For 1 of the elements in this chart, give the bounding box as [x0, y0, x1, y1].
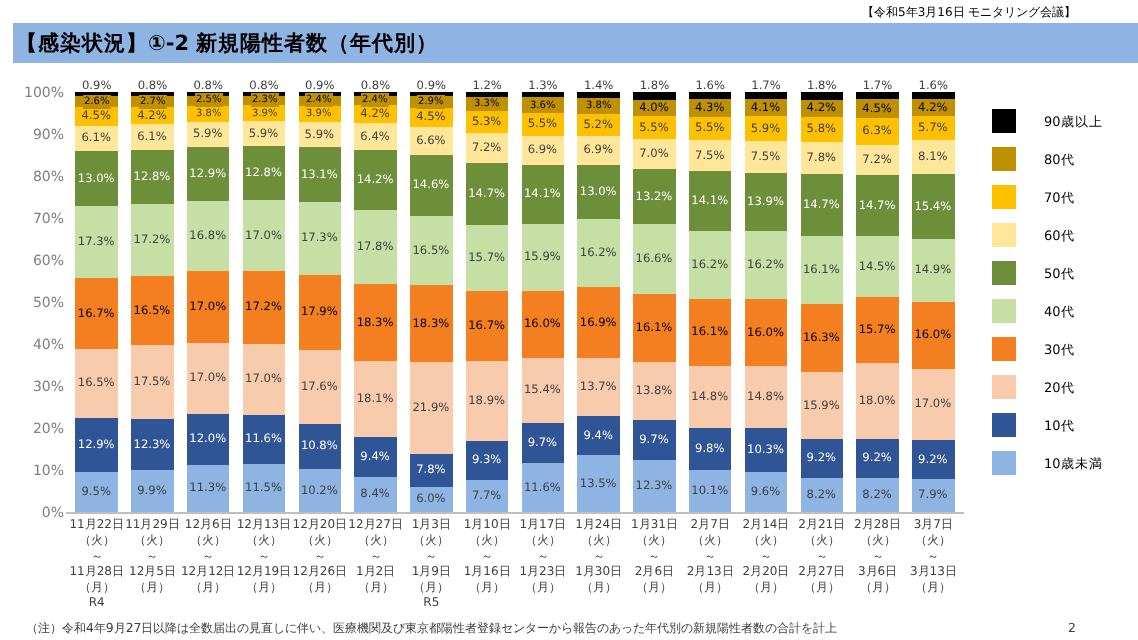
chart-title: 【感染状況】①-2 新規陽性者数（年代別） [16, 30, 439, 56]
